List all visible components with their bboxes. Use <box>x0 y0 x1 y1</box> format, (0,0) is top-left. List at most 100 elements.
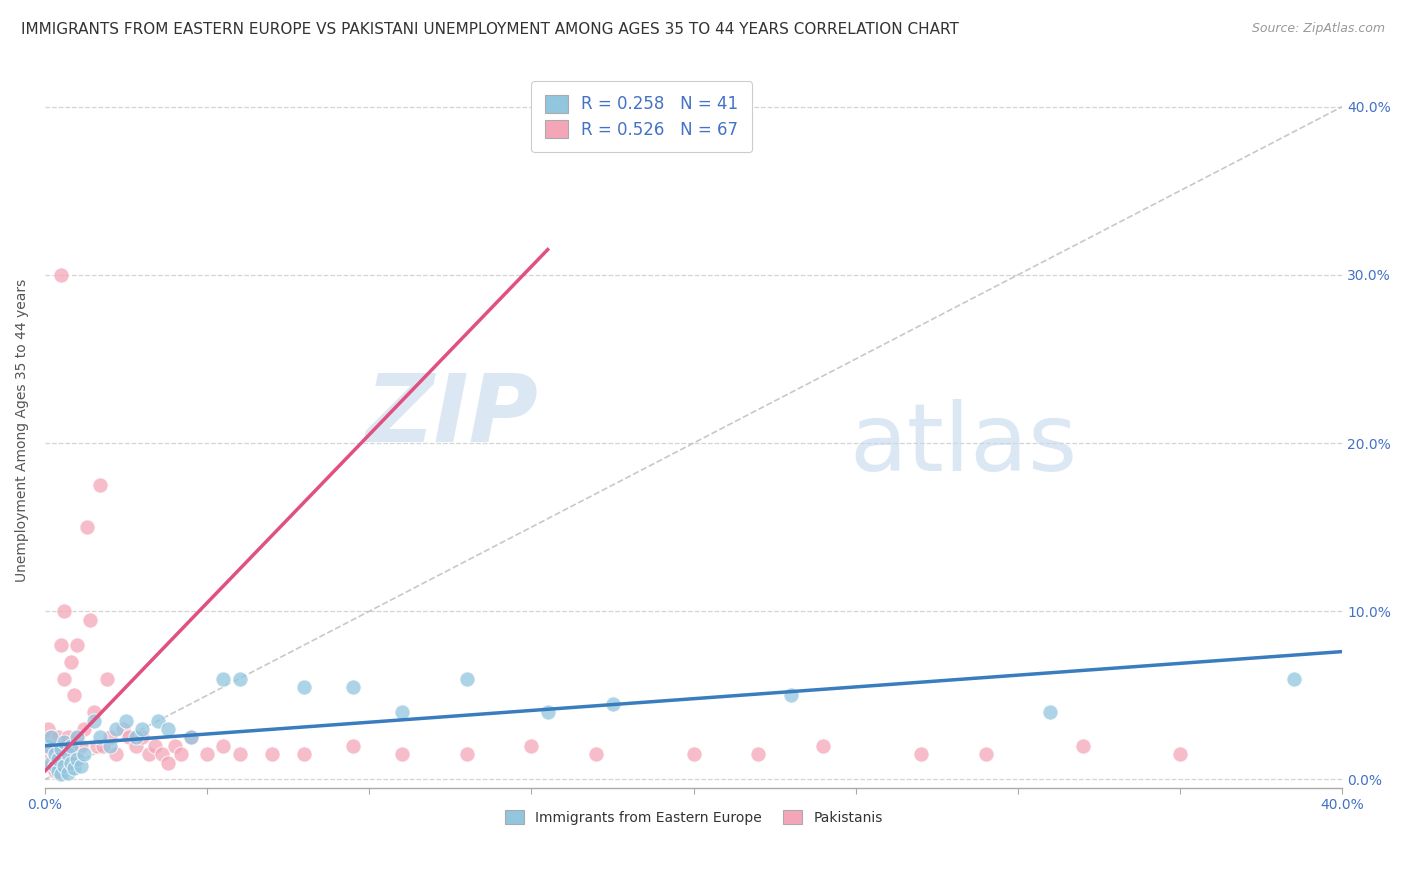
Point <box>37 722 59 736</box>
Point <box>44 764 66 778</box>
Point <box>974 747 997 762</box>
Point <box>148 714 170 728</box>
Point <box>83 714 105 728</box>
Text: ZIP: ZIP <box>366 370 538 462</box>
Point <box>73 747 96 762</box>
Point <box>44 747 66 762</box>
Point <box>83 705 105 719</box>
Text: Source: ZipAtlas.com: Source: ZipAtlas.com <box>1251 22 1385 36</box>
Point <box>37 739 59 753</box>
Point <box>105 722 128 736</box>
Point <box>143 739 166 753</box>
Point <box>682 747 704 762</box>
Point <box>138 747 160 762</box>
Point <box>93 739 115 753</box>
Point <box>41 731 63 745</box>
Point <box>195 747 218 762</box>
Point <box>1039 705 1062 719</box>
Point <box>157 756 180 770</box>
Point <box>89 731 111 745</box>
Point <box>51 268 73 282</box>
Point <box>115 714 138 728</box>
Point <box>59 655 82 669</box>
Point <box>131 722 153 736</box>
Point <box>41 731 63 745</box>
Point <box>59 756 82 770</box>
Point <box>228 672 250 686</box>
Point <box>66 731 89 745</box>
Point <box>46 752 69 766</box>
Point <box>391 747 413 762</box>
Point <box>228 747 250 762</box>
Point <box>86 739 108 753</box>
Point <box>391 705 413 719</box>
Text: atlas: atlas <box>849 399 1077 491</box>
Point <box>69 739 91 753</box>
Point <box>1071 739 1094 753</box>
Point <box>46 756 69 770</box>
Point <box>59 756 82 770</box>
Point <box>66 638 89 652</box>
Point <box>79 613 101 627</box>
Point <box>1282 672 1305 686</box>
Point <box>212 672 235 686</box>
Point <box>63 761 86 775</box>
Point <box>53 604 76 618</box>
Point <box>66 752 89 766</box>
Point <box>56 747 79 762</box>
Point <box>53 735 76 749</box>
Point <box>111 722 134 736</box>
Point <box>342 680 364 694</box>
Point <box>56 731 79 745</box>
Point <box>56 765 79 780</box>
Point <box>98 731 121 745</box>
Point <box>41 742 63 756</box>
Point <box>63 689 86 703</box>
Point <box>69 759 91 773</box>
Point <box>131 731 153 745</box>
Point <box>180 731 202 745</box>
Point <box>44 752 66 766</box>
Text: IMMIGRANTS FROM EASTERN EUROPE VS PAKISTANI UNEMPLOYMENT AMONG AGES 35 TO 44 YEA: IMMIGRANTS FROM EASTERN EUROPE VS PAKIST… <box>21 22 959 37</box>
Point <box>294 680 316 694</box>
Point <box>53 672 76 686</box>
Point <box>780 689 803 703</box>
Point <box>53 739 76 753</box>
Point <box>63 747 86 762</box>
Point <box>537 705 560 719</box>
Point <box>456 747 478 762</box>
Point <box>212 739 235 753</box>
Point <box>260 747 283 762</box>
Point <box>41 756 63 770</box>
Point <box>44 759 66 773</box>
Point <box>118 731 141 745</box>
Point <box>163 739 186 753</box>
Point <box>76 520 98 534</box>
Point <box>157 722 180 736</box>
Point <box>41 747 63 762</box>
Point <box>44 747 66 762</box>
Point <box>37 756 59 770</box>
Point <box>520 739 543 753</box>
Point <box>66 731 89 745</box>
Point <box>46 731 69 745</box>
Point <box>125 731 148 745</box>
Point <box>73 722 96 736</box>
Point <box>96 672 118 686</box>
Point <box>41 759 63 773</box>
Point <box>46 764 69 778</box>
Point <box>51 638 73 652</box>
Point <box>105 747 128 762</box>
Point <box>150 747 173 762</box>
Point <box>585 747 607 762</box>
Point <box>342 739 364 753</box>
Point <box>51 767 73 781</box>
Point <box>44 739 66 753</box>
Point <box>294 747 316 762</box>
Point <box>180 731 202 745</box>
Point <box>910 747 932 762</box>
Point <box>59 739 82 753</box>
Point <box>89 478 111 492</box>
Point <box>125 739 148 753</box>
Point <box>37 739 59 753</box>
